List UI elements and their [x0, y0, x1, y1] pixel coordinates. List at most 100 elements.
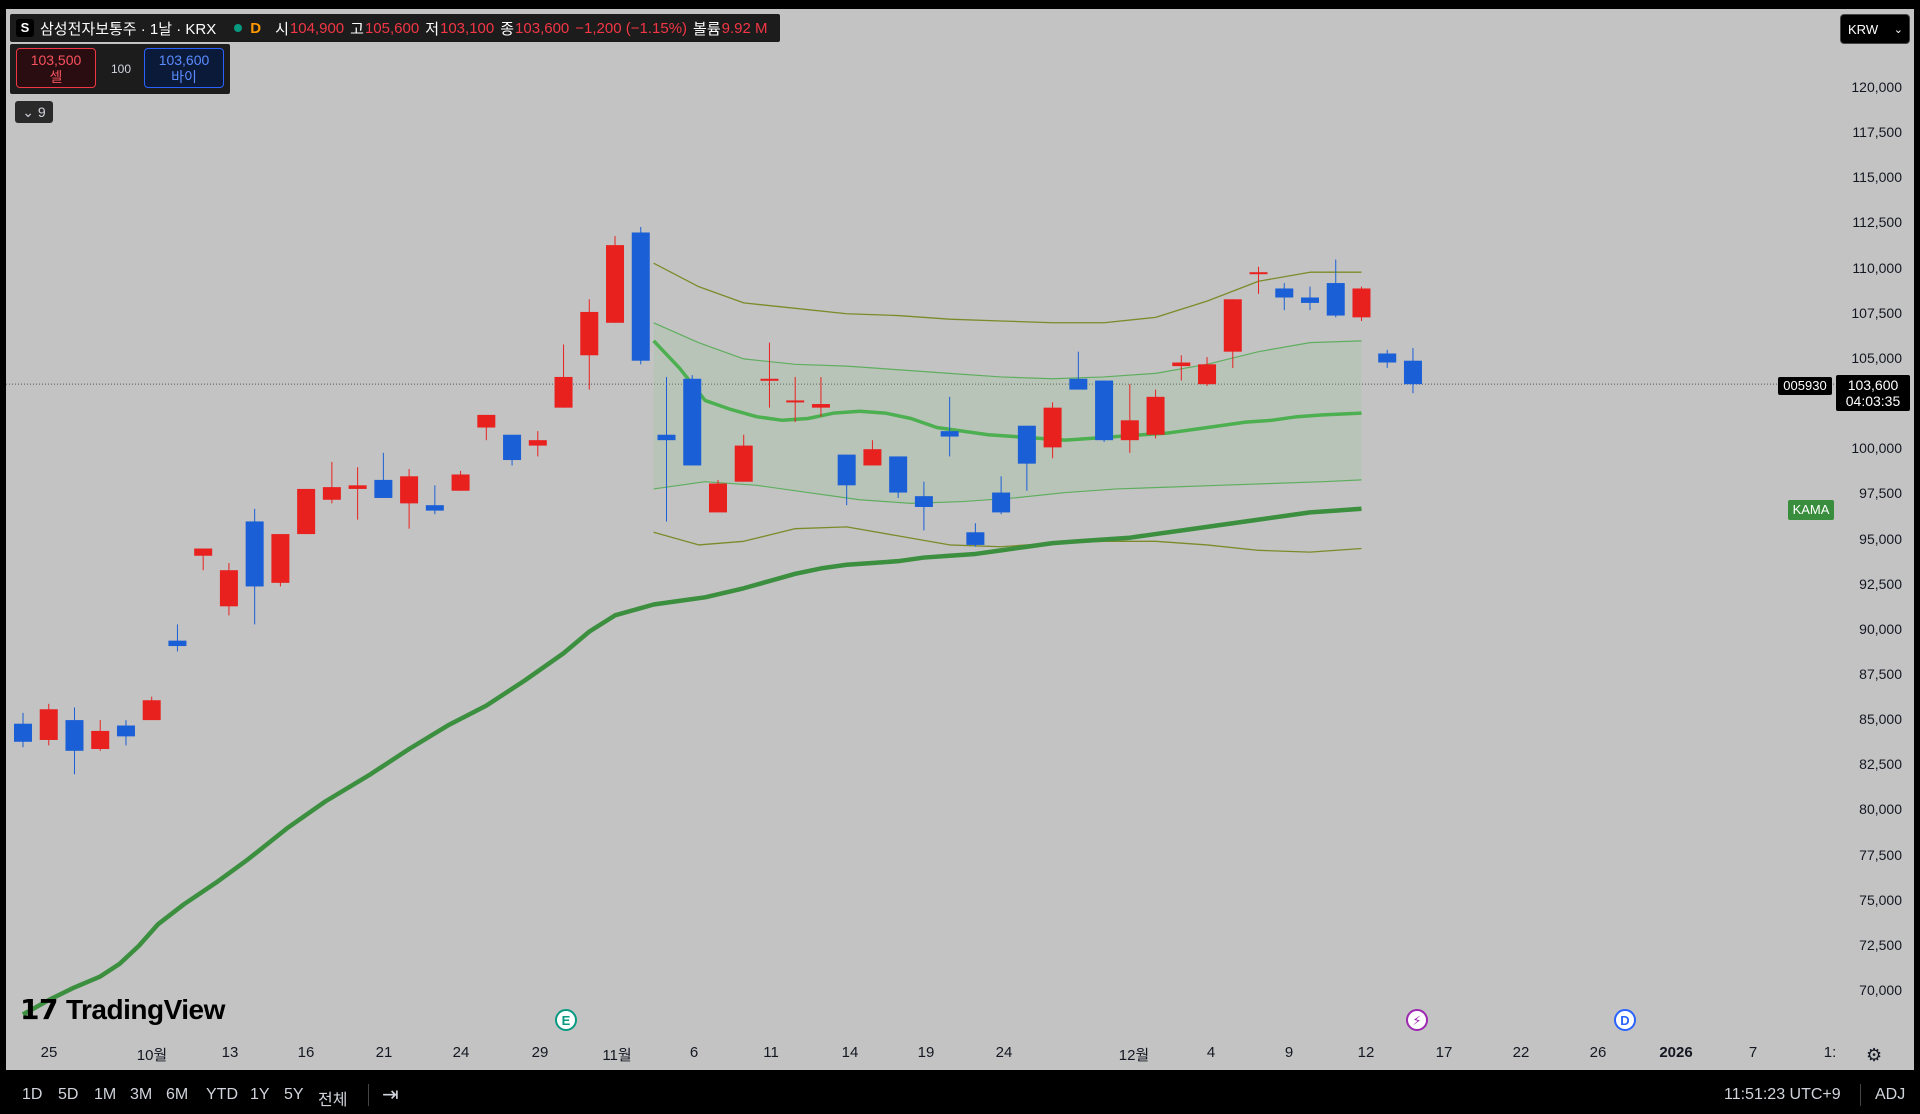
candle-body	[91, 730, 110, 749]
open-label: 시	[275, 20, 289, 38]
lower-inner-band	[653, 479, 1362, 504]
candle-body	[606, 245, 625, 323]
timeframe-button[interactable]: 전체	[318, 1092, 348, 1109]
candle-body	[194, 548, 213, 556]
candle-body	[657, 434, 676, 441]
time-axis-label: 12월	[1118, 1047, 1150, 1064]
candle-body	[1378, 353, 1397, 363]
open-value: 104,900	[289, 19, 345, 37]
candle-body	[760, 378, 779, 381]
timeframe-button[interactable]: 1D	[22, 1086, 43, 1103]
timeframe-button[interactable]: 1M	[94, 1086, 117, 1103]
time-axis-label: 29	[531, 1044, 549, 1061]
tradingview-logo[interactable]: 𝟭𝟳 TradingView	[20, 993, 225, 1026]
lower-outer-band	[653, 526, 1362, 553]
dividend-event-icon[interactable]: D	[1614, 1009, 1636, 1031]
buy-button[interactable]: 103,600 바이	[144, 48, 224, 88]
upper-inner-band	[653, 322, 1362, 380]
indicators-toggle-button[interactable]: ⌄ 9	[15, 101, 53, 123]
candle-body	[837, 454, 856, 486]
timeframe-button[interactable]: 5Y	[284, 1086, 304, 1103]
time-axis-label: 24	[452, 1044, 470, 1061]
candle-body	[477, 414, 496, 428]
candle-body	[1043, 407, 1062, 448]
go-to-date-icon[interactable]: ⇥	[382, 1084, 399, 1106]
time-axis-label: 11	[763, 1044, 779, 1061]
candle-body	[1249, 272, 1268, 275]
price-axis-label: 85,000	[1859, 711, 1902, 728]
candle-body	[811, 404, 830, 408]
kama-indicator-tag: KAMA	[1788, 500, 1834, 520]
price-axis-label: 105,000	[1851, 349, 1902, 366]
last-price-label: 103,600 04:03:35	[1836, 375, 1910, 411]
gear-icon[interactable]: ⚙	[1866, 1045, 1883, 1065]
chart-area[interactable]	[6, 9, 1914, 1070]
time-axis-label: 14	[841, 1044, 859, 1061]
sell-button[interactable]: 103,500 셀	[16, 48, 96, 88]
high-value: 105,600	[364, 19, 420, 37]
earnings-event-icon[interactable]: E	[555, 1009, 577, 1031]
price-chart[interactable]	[6, 9, 1914, 1070]
price-axis-label: 75,000	[1859, 891, 1902, 908]
symbol-legend[interactable]: S 삼성전자보통주 · 1날 · KRX D 시 104,900 고 105,600…	[10, 14, 780, 42]
interval-badge: D	[250, 19, 262, 37]
candle-body	[65, 720, 84, 751]
sell-label: 셀	[49, 69, 63, 85]
candle-body	[631, 232, 650, 361]
clock-timezone[interactable]: 11:51:23 UTC+9	[1724, 1086, 1841, 1103]
currency-select[interactable]: KRW ⌄	[1840, 14, 1910, 44]
candle-body	[39, 709, 58, 740]
close-value: 103,600	[515, 19, 570, 37]
time-axis-label: 24	[995, 1044, 1013, 1061]
candle-body	[451, 474, 470, 491]
candle-body	[734, 445, 753, 482]
bottom-toolbar: 1D 5D 1M 3M 6M YTD 1Y 5Y 전체 ⇥ 11:51:23 UTC+9 ADJ	[0, 1076, 1920, 1114]
candle-body	[966, 532, 985, 545]
candle-body	[14, 723, 32, 742]
price-axis-label: 107,500	[1851, 304, 1902, 321]
timeframe-button[interactable]: 1Y	[250, 1086, 270, 1103]
time-axis-label: 26	[1589, 1044, 1607, 1061]
time-axis-label: 13	[221, 1044, 239, 1061]
timeframe-button[interactable]: 3M	[130, 1086, 153, 1103]
candle-body	[297, 488, 316, 535]
price-axis-label: 80,000	[1859, 801, 1902, 818]
close-label: 종	[500, 20, 515, 38]
price-axis-label: 82,500	[1859, 756, 1902, 773]
symbol-title[interactable]: 삼성전자보통주 · 1날 · KRX	[40, 20, 217, 38]
timeframe-button[interactable]: 6M	[166, 1086, 189, 1103]
candle-body	[219, 570, 238, 607]
candle-body	[683, 378, 702, 466]
market-status-icon	[234, 24, 243, 32]
candle-body	[425, 505, 444, 511]
low-label: 저	[425, 20, 439, 38]
change-value: −1,200 (−1.15%)	[575, 19, 688, 37]
buy-price: 103,600	[158, 52, 210, 68]
envelope-fill	[653, 322, 1362, 504]
split-event-icon[interactable]: ⚡	[1406, 1009, 1428, 1031]
candle-body	[1223, 299, 1242, 352]
order-quantity[interactable]: 100	[110, 62, 132, 76]
chevron-down-icon: ⌄	[1893, 24, 1903, 36]
currency-value: KRW	[1848, 22, 1879, 37]
price-axis-label: 120,000	[1851, 79, 1902, 95]
candle-body	[1095, 380, 1114, 441]
candle-body	[1198, 364, 1217, 385]
candle-body	[992, 492, 1011, 513]
price-axis-label: 72,500	[1859, 936, 1902, 953]
time-axis-label: 22	[1512, 1044, 1530, 1061]
timeframe-button[interactable]: 5D	[58, 1086, 79, 1103]
adjust-button[interactable]: ADJ	[1875, 1086, 1906, 1103]
candle-body	[245, 521, 264, 587]
price-axis-label: 77,500	[1859, 846, 1902, 863]
price-axis-label: 90,000	[1859, 620, 1902, 637]
price-axis-label: 97,500	[1859, 485, 1902, 502]
time-axis-label: 19	[917, 1044, 935, 1061]
price-axis-label: 115,000	[1852, 169, 1902, 186]
timeframe-button[interactable]: YTD	[206, 1086, 238, 1103]
candle-body	[580, 311, 599, 356]
candle-body	[1120, 420, 1139, 441]
candle-body	[1301, 297, 1319, 303]
volume-value: 9.92 M	[721, 19, 768, 37]
